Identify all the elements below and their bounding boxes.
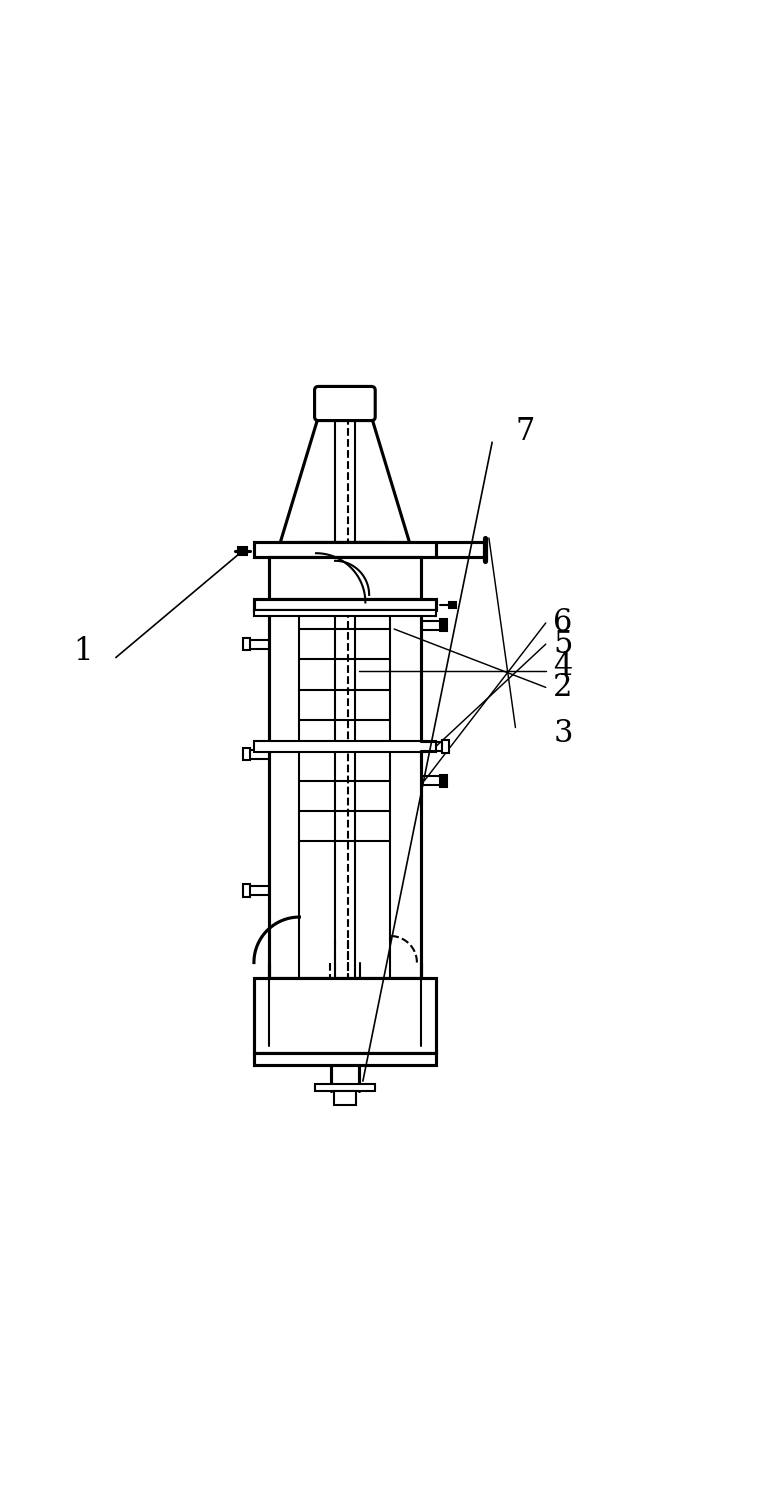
Bar bbox=[254, 611, 436, 617]
Text: 5: 5 bbox=[553, 629, 573, 660]
Bar bbox=[440, 620, 447, 632]
Bar bbox=[254, 978, 436, 1054]
FancyBboxPatch shape bbox=[315, 387, 375, 421]
Bar bbox=[442, 741, 449, 752]
Text: 6: 6 bbox=[553, 608, 573, 639]
Bar bbox=[315, 1084, 375, 1091]
Bar bbox=[334, 1091, 356, 1105]
Bar bbox=[449, 602, 456, 608]
Bar bbox=[254, 599, 436, 611]
Text: 4: 4 bbox=[553, 651, 572, 682]
Bar bbox=[243, 884, 250, 897]
Bar bbox=[238, 546, 247, 555]
Bar bbox=[254, 741, 436, 752]
Bar bbox=[269, 557, 421, 599]
Text: 3: 3 bbox=[553, 718, 573, 749]
Bar bbox=[254, 1054, 436, 1065]
Bar bbox=[303, 542, 387, 555]
Bar bbox=[254, 542, 436, 557]
Text: 2: 2 bbox=[553, 672, 573, 703]
Text: 7: 7 bbox=[515, 417, 535, 448]
Bar bbox=[243, 748, 250, 760]
Bar bbox=[243, 638, 250, 651]
Text: 1: 1 bbox=[74, 636, 93, 667]
Bar bbox=[440, 775, 447, 787]
